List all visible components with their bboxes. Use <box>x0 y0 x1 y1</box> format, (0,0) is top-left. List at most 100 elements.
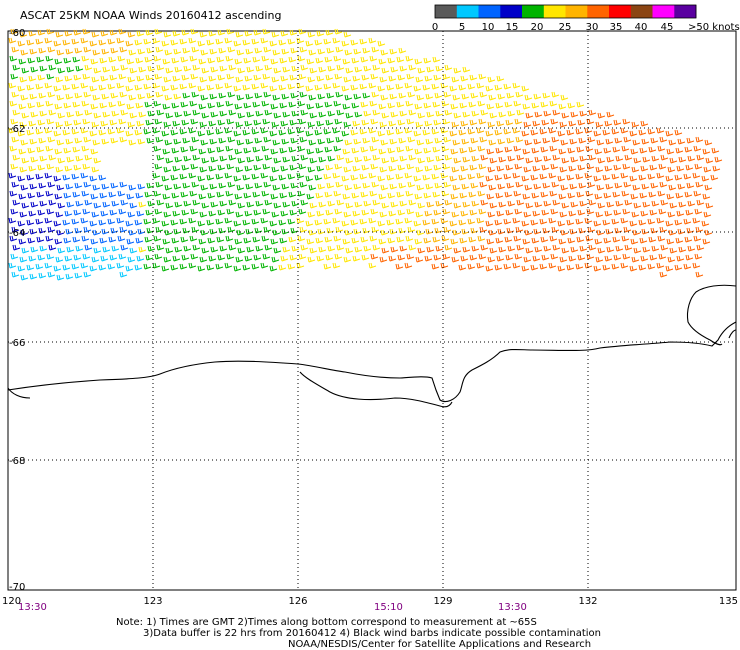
wind-barb <box>192 64 201 71</box>
wind-barb <box>152 262 161 269</box>
wind-barb <box>651 200 660 207</box>
wind-barb <box>451 211 460 218</box>
wind-barb <box>498 246 507 253</box>
wind-barb <box>71 83 80 90</box>
wind-barb <box>181 119 190 126</box>
wind-barb <box>179 38 188 45</box>
wind-barb <box>579 200 588 207</box>
wind-barb <box>120 199 129 206</box>
wind-barb <box>396 56 405 63</box>
wind-barb <box>414 238 423 245</box>
wind-barb <box>458 84 467 91</box>
wind-barb <box>480 244 489 251</box>
wind-barb <box>469 164 478 171</box>
wind-barb <box>57 67 66 74</box>
wind-barb <box>604 255 613 262</box>
legend-swatch <box>609 5 632 18</box>
wind-barb <box>153 190 162 197</box>
wind-barb <box>343 256 352 263</box>
wind-barb <box>460 75 469 82</box>
wind-barb <box>477 190 486 197</box>
wind-barb <box>575 218 584 225</box>
wind-barb <box>91 166 100 173</box>
wind-barb <box>441 145 450 152</box>
lat-label-70: -70 <box>9 582 25 593</box>
legend-swatch <box>565 5 588 18</box>
wind-barb <box>441 235 450 242</box>
wind-barb <box>57 202 66 209</box>
legend-swatch <box>674 5 697 18</box>
pass-times: 13:30 15:10 13:30 <box>18 602 527 613</box>
wind-barb <box>307 211 316 218</box>
wind-barb <box>89 40 98 47</box>
wind-barb <box>566 219 575 226</box>
wind-barb <box>12 109 21 116</box>
wind-barb <box>417 157 426 164</box>
wind-barb <box>354 66 363 73</box>
wind-barb <box>191 136 200 143</box>
wind-barb <box>317 228 326 235</box>
wind-barb <box>129 67 138 74</box>
wind-barb <box>174 111 183 118</box>
wind-barb <box>28 75 37 82</box>
wind-barb <box>315 102 324 109</box>
wind-barb <box>489 112 498 119</box>
wind-barb <box>270 193 279 200</box>
wind-barb <box>107 83 116 90</box>
wind-barb <box>470 137 479 144</box>
wind-barb <box>190 208 199 215</box>
wind-barb <box>225 55 234 62</box>
wind-barb <box>12 244 21 251</box>
wind-barb <box>297 100 306 107</box>
wind-barb <box>93 202 102 209</box>
wind-barb <box>84 199 93 206</box>
wind-barb <box>333 145 342 152</box>
wind-barb <box>505 164 514 171</box>
wind-barb <box>89 265 98 272</box>
wind-barb <box>369 100 378 107</box>
wind-barb <box>199 166 208 173</box>
wind-barb <box>84 244 93 251</box>
wind-barb <box>578 137 587 144</box>
wind-barb <box>53 220 62 227</box>
wind-barb <box>245 228 254 235</box>
wind-barb <box>107 128 116 135</box>
wind-barb <box>197 40 206 47</box>
wind-barb <box>369 145 378 152</box>
wind-barb <box>453 157 462 164</box>
wind-barb <box>89 175 98 182</box>
wind-barb <box>18 103 27 110</box>
wind-barb <box>36 236 45 243</box>
wind-barb <box>641 183 650 190</box>
wind-barb <box>423 192 432 199</box>
wind-barb <box>354 156 363 163</box>
wind-barb <box>200 229 209 236</box>
wind-barb <box>146 92 155 99</box>
wind-barb <box>209 138 218 145</box>
wind-barb <box>386 84 395 91</box>
wind-barb <box>172 30 181 37</box>
wind-barb <box>595 211 604 218</box>
wind-barb <box>406 73 415 80</box>
wind-barb <box>434 227 443 234</box>
wind-barb <box>433 254 442 261</box>
wind-barb <box>136 30 145 37</box>
wind-barb <box>539 173 548 180</box>
wind-barb <box>126 103 135 110</box>
wind-barb <box>280 75 289 82</box>
wind-barb <box>118 73 127 80</box>
longitude-labels: 120 123 126 129 132 135 <box>2 596 738 607</box>
wind-barb <box>262 28 271 35</box>
wind-barb <box>686 182 695 189</box>
wind-barb <box>496 210 505 217</box>
wind-barb <box>578 227 587 234</box>
wind-barb <box>611 128 620 135</box>
wind-barb <box>305 220 314 227</box>
wind-barb <box>533 138 542 145</box>
wind-barb <box>405 100 414 107</box>
wind-barb <box>523 256 532 263</box>
wind-barb <box>172 165 181 172</box>
wind-barb <box>273 157 282 164</box>
wind-barb <box>21 247 30 254</box>
wind-barb <box>408 64 417 71</box>
